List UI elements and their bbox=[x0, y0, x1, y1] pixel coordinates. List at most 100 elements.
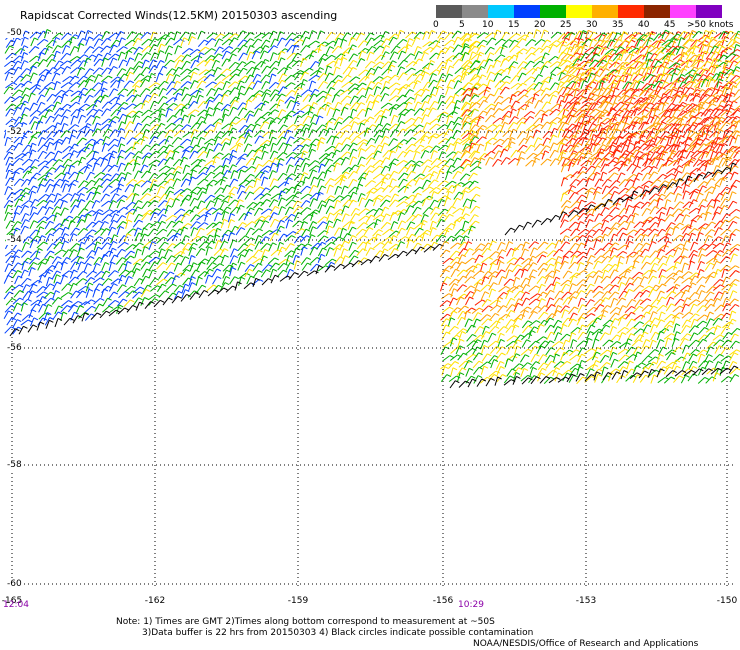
wind-barb bbox=[173, 66, 183, 76]
wind-barb bbox=[411, 213, 423, 222]
wind-barb bbox=[293, 137, 305, 144]
wind-barb bbox=[72, 315, 82, 324]
legend-label-40: 40 bbox=[638, 20, 650, 30]
wind-barb bbox=[29, 220, 38, 230]
wind-barb bbox=[686, 116, 698, 123]
wind-barb bbox=[316, 106, 325, 116]
wind-barb bbox=[284, 177, 293, 187]
wind-barb bbox=[190, 227, 199, 237]
wind-barb bbox=[372, 76, 384, 83]
wind-barb bbox=[86, 191, 95, 201]
wind-barb bbox=[213, 197, 222, 207]
wind-barb bbox=[397, 50, 407, 60]
wind-barb bbox=[325, 120, 333, 130]
wind-barb bbox=[411, 36, 421, 46]
wind-barb bbox=[734, 80, 740, 89]
wind-barb bbox=[556, 81, 565, 91]
wind-barb bbox=[37, 216, 49, 224]
wind-barb bbox=[404, 205, 415, 214]
wind-barb bbox=[592, 338, 600, 348]
wind-barb bbox=[379, 115, 388, 125]
wind-barb bbox=[356, 58, 366, 67]
wind-barb bbox=[673, 247, 683, 257]
wind-barb bbox=[421, 165, 432, 174]
wind-barb bbox=[309, 226, 317, 236]
wind-barb bbox=[124, 146, 137, 154]
wind-barb bbox=[616, 297, 627, 306]
wind-barb bbox=[585, 247, 595, 257]
wind-barb bbox=[172, 232, 182, 242]
wind-barb bbox=[141, 201, 152, 210]
wind-barb bbox=[44, 151, 55, 160]
legend-label-30: 30 bbox=[586, 20, 598, 30]
wind-barb bbox=[174, 45, 183, 55]
wind-barb bbox=[68, 249, 78, 258]
wind-barb bbox=[125, 57, 135, 67]
wind-barb bbox=[583, 239, 592, 249]
wind-barb bbox=[284, 110, 296, 118]
wind-barb bbox=[479, 262, 488, 272]
pass-time-label: 10:29 bbox=[458, 600, 484, 610]
wind-barb bbox=[76, 219, 86, 228]
wind-barb bbox=[131, 115, 141, 125]
wind-barb bbox=[356, 95, 367, 104]
wind-barb bbox=[134, 248, 142, 258]
wind-barb bbox=[380, 221, 392, 230]
wind-barb bbox=[549, 142, 558, 152]
wind-barb bbox=[340, 151, 352, 159]
wind-barb bbox=[235, 227, 246, 236]
wind-barb bbox=[20, 68, 31, 76]
wind-barb bbox=[94, 185, 103, 194]
wind-barb bbox=[70, 261, 80, 270]
wind-barb bbox=[429, 123, 441, 131]
wind-barb bbox=[341, 205, 350, 215]
wind-barb bbox=[164, 167, 177, 174]
wind-barb bbox=[412, 150, 421, 160]
wind-barb bbox=[599, 324, 611, 333]
wind-barb bbox=[211, 208, 224, 215]
wind-barb bbox=[562, 174, 575, 181]
wind-barb bbox=[293, 260, 301, 270]
wind-barb bbox=[396, 227, 406, 237]
wind-barb bbox=[665, 254, 675, 264]
wind-barb bbox=[513, 224, 524, 233]
wind-barb bbox=[351, 260, 363, 268]
wind-barb bbox=[37, 58, 48, 67]
wind-barb bbox=[44, 45, 53, 55]
wind-barb bbox=[427, 107, 437, 117]
wind-barb bbox=[107, 138, 119, 146]
wind-barb bbox=[86, 157, 98, 165]
wind-barb bbox=[301, 67, 314, 75]
wind-barb bbox=[689, 190, 699, 200]
wind-barb bbox=[364, 170, 374, 179]
wind-barb bbox=[405, 249, 417, 257]
wind-barb bbox=[388, 82, 401, 89]
wind-barb bbox=[347, 44, 357, 54]
wind-barb bbox=[237, 85, 246, 95]
wind-barb bbox=[602, 242, 613, 250]
wind-barb bbox=[634, 228, 645, 236]
wind-barb bbox=[388, 36, 398, 46]
wind-barb bbox=[348, 186, 359, 194]
wind-barb bbox=[268, 170, 277, 180]
wind-barb bbox=[446, 111, 458, 118]
wind-barb bbox=[397, 86, 408, 95]
wind-barb bbox=[189, 150, 199, 159]
wind-barb bbox=[380, 157, 391, 166]
wind-barb bbox=[92, 141, 100, 151]
wind-barb bbox=[610, 358, 619, 368]
wind-barb bbox=[331, 93, 340, 103]
wind-barb bbox=[246, 45, 255, 54]
wind-barb bbox=[21, 158, 33, 166]
wind-barb bbox=[388, 95, 401, 102]
wind-barb bbox=[302, 176, 310, 186]
wind-barb bbox=[421, 232, 429, 242]
wind-barb bbox=[180, 226, 189, 236]
wind-barb bbox=[29, 239, 38, 249]
wind-barb bbox=[30, 235, 41, 243]
wind-barb bbox=[235, 199, 244, 209]
wind-barb bbox=[310, 114, 319, 123]
wind-barb bbox=[165, 277, 176, 285]
wind-barb bbox=[411, 200, 423, 208]
wind-barb bbox=[227, 213, 236, 223]
